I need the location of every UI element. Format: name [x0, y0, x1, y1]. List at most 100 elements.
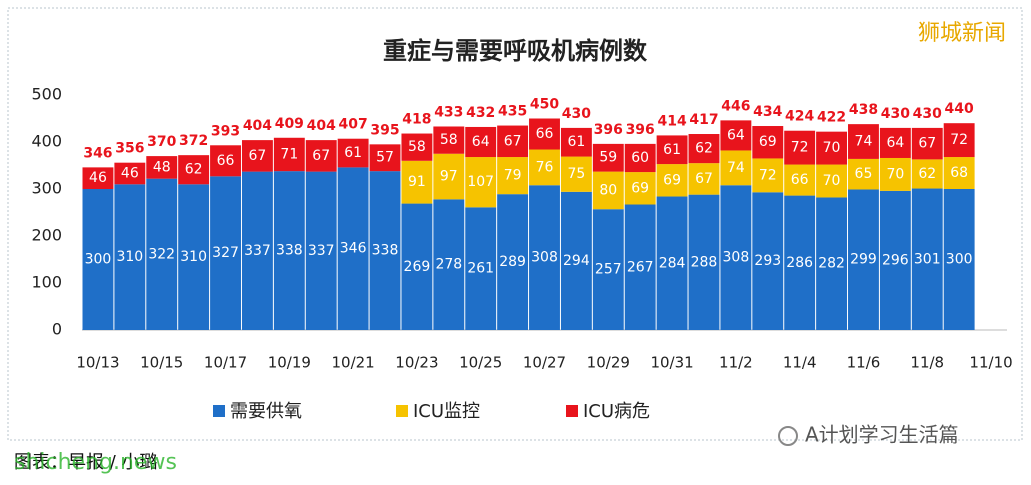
bar-segment: [433, 126, 465, 154]
value-label: 322: [148, 246, 175, 262]
value-label: 46: [121, 165, 139, 181]
bar-segment: [433, 199, 465, 330]
x-tick-label: 11/10: [969, 354, 1012, 372]
bar-segment: [848, 158, 879, 190]
value-label: 107: [467, 174, 494, 190]
bar-segment: [592, 143, 624, 172]
value-label: 310: [180, 249, 207, 265]
value-label: 294: [563, 253, 590, 269]
value-label: 337: [244, 243, 271, 259]
value-label: 67: [918, 136, 936, 152]
bar-segment: [465, 207, 497, 330]
legend-label: ICU监控: [413, 401, 480, 422]
x-tick-label: 10/23: [395, 354, 438, 372]
source: 图表：早报 / 小璐: [14, 452, 158, 473]
value-label: 69: [759, 134, 777, 150]
value-label: 64: [472, 134, 490, 150]
value-label: 68: [950, 165, 968, 181]
value-label: 296: [882, 252, 909, 268]
value-label: 300: [85, 252, 112, 268]
bar-segment: [592, 171, 624, 210]
value-label: 69: [663, 172, 681, 188]
value-label: 269: [404, 259, 431, 275]
bar-segment: [816, 197, 848, 330]
legend-label: ICU病危: [583, 401, 650, 422]
total-label: 435: [498, 104, 527, 120]
value-label: 97: [440, 169, 458, 185]
bar-segment: [401, 203, 433, 330]
bar-segment: [210, 145, 241, 177]
bar-segment: [305, 171, 337, 330]
y-tick-label: 300: [31, 179, 62, 198]
bar-segment: [688, 194, 720, 330]
total-label: 434: [753, 104, 782, 120]
value-label: 91: [408, 174, 426, 190]
value-label: 62: [185, 162, 203, 178]
value-label: 58: [408, 139, 426, 155]
site-watermark: shicheng.news: [14, 450, 177, 475]
bar-segment: [752, 126, 784, 159]
value-label: 46: [89, 170, 107, 186]
value-label: 65: [855, 166, 873, 182]
legend-swatch: [213, 405, 225, 417]
total-label: 433: [434, 104, 463, 120]
value-label: 61: [344, 145, 362, 161]
bar-segment: [943, 157, 975, 189]
total-label: 430: [913, 106, 942, 122]
total-label: 430: [562, 106, 591, 122]
y-tick-label: 400: [31, 132, 62, 151]
x-tick-label: 10/31: [650, 354, 693, 372]
bar-segment: [784, 164, 816, 196]
value-label: 327: [212, 245, 239, 261]
total-label: 393: [211, 123, 240, 139]
total-label: 417: [689, 112, 718, 128]
y-tick-label: 0: [52, 320, 62, 339]
bar-segment: [114, 162, 146, 185]
total-label: 430: [881, 106, 910, 122]
x-tick-label: 10/21: [332, 354, 375, 372]
bar-segment: [273, 137, 305, 172]
value-label: 308: [531, 250, 558, 266]
bar-segment: [656, 164, 688, 197]
value-label: 308: [723, 250, 750, 266]
bar-segment: [82, 189, 114, 330]
legend-swatch: [566, 405, 578, 417]
value-label: 299: [850, 252, 877, 268]
bar-segment: [178, 184, 210, 330]
bar-segment: [943, 189, 975, 330]
total-label: 396: [626, 122, 655, 138]
bar-segment: [401, 133, 433, 161]
total-label: 422: [817, 110, 846, 126]
legend-label: 需要供氧: [230, 401, 302, 422]
y-tick-label: 500: [31, 85, 62, 104]
bar-segment: [816, 131, 848, 165]
x-tick-label: 10/27: [523, 354, 566, 372]
total-label: 414: [657, 113, 686, 129]
bar-segment: [720, 150, 752, 186]
value-label: 57: [376, 150, 394, 166]
total-label: 418: [402, 112, 431, 128]
bar-segment: [560, 191, 592, 330]
total-label: 396: [594, 122, 623, 138]
bar-segment: [592, 209, 624, 330]
watermark: 狮城新闻: [918, 21, 1006, 46]
x-tick-label: 10/19: [268, 354, 311, 372]
value-label: 310: [116, 249, 143, 265]
value-label: 61: [663, 142, 681, 158]
value-label: 70: [886, 166, 904, 182]
value-label: 64: [727, 127, 745, 143]
bar-segment: [656, 135, 688, 165]
value-label: 69: [631, 180, 649, 196]
wechat-icon: [778, 426, 798, 446]
value-label: 337: [308, 243, 335, 259]
bar-segment: [720, 185, 752, 330]
bar-segment: [848, 124, 879, 159]
value-label: 59: [599, 150, 617, 166]
bar-segment: [624, 143, 656, 173]
total-label: 424: [785, 109, 814, 125]
bar-segment: [401, 160, 433, 204]
bar-segment: [497, 157, 529, 195]
total-label: 450: [530, 97, 559, 113]
value-label: 75: [567, 166, 585, 182]
value-label: 282: [818, 256, 845, 272]
